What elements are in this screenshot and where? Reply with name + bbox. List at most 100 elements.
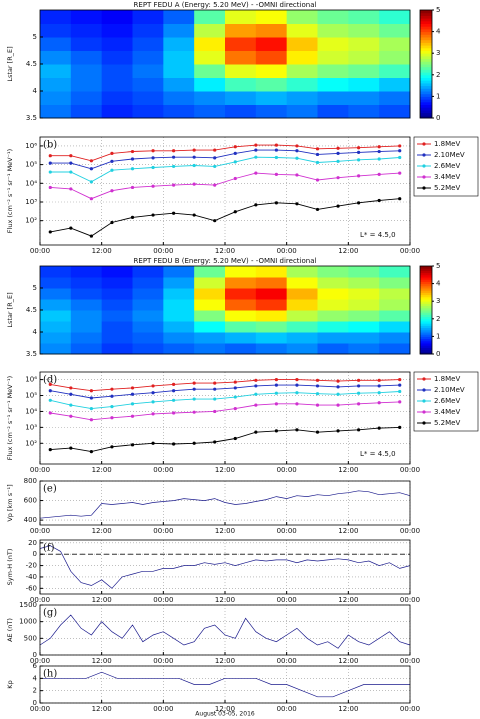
- series-marker: [336, 385, 340, 389]
- series-marker: [377, 384, 381, 388]
- heat-cell: [225, 104, 257, 119]
- legend-label: 1.8MeV: [434, 140, 460, 148]
- y-axis-label: Vp [km s⁻¹]: [6, 484, 14, 521]
- series-marker: [69, 154, 73, 158]
- heat-cell: [101, 91, 133, 105]
- x-tick-label: 12:00: [92, 705, 112, 713]
- heat-cell: [163, 64, 195, 78]
- x-tick-label: 00:00: [277, 705, 297, 713]
- y-tick-label: 10²: [25, 217, 37, 225]
- heat-cell: [225, 37, 257, 51]
- series-marker: [336, 429, 340, 433]
- colorbar-step: [420, 349, 432, 353]
- series-marker: [336, 176, 340, 180]
- colorbar-step: [420, 50, 432, 54]
- x-tick-label: 12:00: [92, 247, 112, 255]
- panel: (g)00:00 12:00 00:00 12:00 00:00 12:00 00:0005…: [6, 601, 420, 665]
- x-tick-label: 00:00: [277, 247, 297, 255]
- panel: 1.8MeV 2.10MeV 2.6MeV 3.4MeV 5.2MeV L* = 4.5,…: [6, 371, 479, 474]
- heat-cell: [101, 277, 133, 289]
- series-marker: [274, 143, 278, 147]
- series-marker: [69, 386, 73, 390]
- plot-frame: [39, 604, 411, 656]
- heat-cell: [379, 37, 411, 51]
- heat-cell: [225, 266, 257, 278]
- colorbar-frame: [419, 9, 433, 119]
- heat-cell: [70, 266, 103, 278]
- colorbar-step: [420, 107, 432, 111]
- series-line: [50, 401, 400, 421]
- series-marker: [110, 445, 114, 449]
- colorbar-step: [420, 268, 432, 271]
- colorbar-step: [420, 96, 432, 100]
- y-tick-label: 0: [33, 651, 37, 659]
- series-marker: [130, 443, 135, 447]
- heat-cell: [225, 299, 257, 311]
- plot-frame: [39, 136, 411, 246]
- colorbar-step: [420, 37, 432, 41]
- heat-cell: [348, 77, 380, 92]
- heat-cell: [101, 288, 133, 300]
- legend-marker: [422, 377, 426, 381]
- y-axis-label: Flux (cm⁻² s⁻¹ sr⁻¹ MeV⁻¹): [6, 149, 14, 233]
- colorbar-tick-label: 3: [436, 49, 440, 57]
- heat-cell: [40, 37, 72, 51]
- colorbar-tick-label: 4: [436, 28, 441, 36]
- colorbar-step: [420, 325, 432, 329]
- series-marker: [254, 384, 258, 388]
- colorbar-step: [420, 34, 432, 38]
- heat-cell: [255, 104, 288, 119]
- x-tick-label: 00:00: [400, 527, 420, 535]
- heat-cell: [317, 50, 349, 65]
- series-marker: [213, 409, 217, 414]
- colorbar-step: [420, 115, 432, 119]
- y-tick-label: 0: [33, 699, 37, 707]
- panel-label: (h): [43, 669, 57, 680]
- annotation: L* = 4.5,0: [360, 231, 396, 239]
- colorbar-step: [420, 266, 432, 269]
- series-marker: [89, 389, 93, 393]
- y-tick-label: 6: [33, 662, 38, 670]
- series-marker: [357, 174, 361, 178]
- series-marker: [172, 149, 176, 153]
- colorbar-step: [420, 277, 432, 280]
- x-tick-label: 12:00: [338, 247, 358, 255]
- series-marker: [336, 146, 340, 150]
- panel-label: (d): [43, 375, 57, 386]
- colorbar-step: [420, 69, 432, 73]
- x-tick-label: 00:00: [30, 466, 50, 474]
- colorbar-step: [420, 270, 432, 274]
- heat-cell: [70, 277, 103, 289]
- heat-cell: [348, 91, 380, 105]
- heat-cell: [163, 266, 195, 278]
- panel-label: (e): [43, 484, 57, 495]
- colorbar-step: [420, 307, 432, 311]
- legend-marker: [422, 175, 426, 179]
- panel-label: (b): [43, 140, 57, 151]
- heat-cell: [286, 37, 318, 51]
- series-marker: [151, 400, 155, 404]
- heat-cell: [194, 321, 226, 333]
- series-marker: [274, 402, 278, 406]
- series-marker: [48, 161, 52, 165]
- series-marker: [315, 392, 320, 396]
- heat-cell: [101, 50, 133, 65]
- colorbar-step: [420, 72, 432, 76]
- colorbar-tick-label: 2: [436, 315, 440, 323]
- series-marker: [274, 429, 278, 433]
- colorbar-step: [420, 340, 432, 344]
- series-marker: [295, 391, 299, 395]
- heat-cell: [225, 91, 257, 105]
- heat-cell: [40, 23, 72, 38]
- heat-cell: [286, 104, 318, 119]
- x-tick-label: 12:00: [338, 466, 358, 474]
- series-marker: [233, 395, 237, 399]
- series-marker: [377, 401, 381, 405]
- heat-cell: [225, 23, 257, 38]
- heat-cell: [194, 343, 226, 355]
- heat-cell: [317, 10, 349, 24]
- x-tick-label: 00:00: [277, 596, 297, 604]
- series-marker: [192, 148, 196, 152]
- y-tick-label: 800: [24, 477, 37, 485]
- heat-cell: [348, 310, 380, 322]
